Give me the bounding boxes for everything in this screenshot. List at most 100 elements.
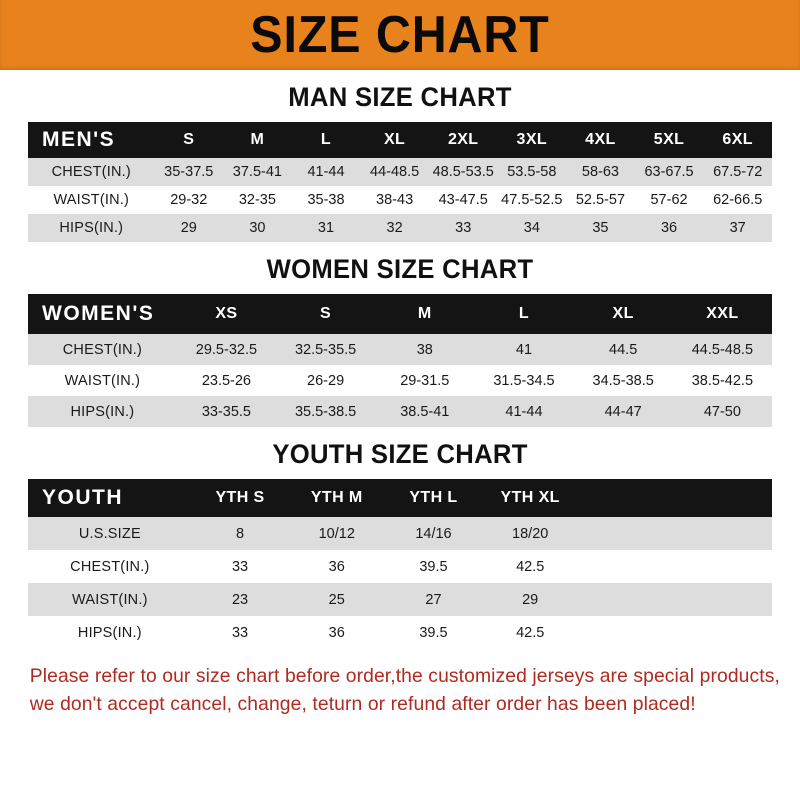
measurement-label: WAIST(IN.) [53, 192, 130, 208]
measurement-value: 38-43 [376, 192, 414, 208]
measurement-value-spacer [579, 583, 676, 616]
footer-disclaimer-line-1: Please refer to our size chart before or… [29, 665, 780, 687]
column-header: 4XL [585, 131, 616, 148]
column-header: S [183, 131, 195, 148]
measurement-value: 34.5-38.5 [592, 372, 654, 389]
column-header: 2XL [447, 131, 479, 148]
section-title: YOUTH SIZE CHART [272, 439, 528, 469]
measurement-value: 47.5-52.5 [501, 192, 563, 208]
size-table: MEN'S S M L XL 2XL 3XL 4XL 5XL 6XL CHEST(IN.) 35-37… [28, 122, 772, 242]
size-table: WOMEN'S XS S M L XL XXL CHEST(IN.) 29.5-32.5 32.5… [28, 294, 772, 427]
measurement-label: HIPS(IN.) [70, 403, 135, 420]
measurement-value: 31 [317, 220, 335, 236]
measurement-value: 29 [522, 591, 539, 608]
measurement-value: 38.5-42.5 [691, 372, 754, 389]
table-row: HIPS(IN.) 29 30 31 32 33 34 35 36 37 [28, 214, 772, 242]
measurement-label: CHEST(IN.) [70, 558, 150, 575]
table-row-header-label: YOUTH [42, 486, 123, 509]
measurement-label: WAIST(IN.) [64, 372, 141, 389]
measurement-value: 14/16 [415, 525, 452, 542]
column-header: YTH S [215, 489, 265, 506]
measurement-value: 43-47.5 [438, 192, 488, 208]
measurement-value: 48.5-53.5 [432, 164, 494, 180]
measurement-value: 36 [328, 624, 345, 641]
table-header-row: MEN'S S M L XL 2XL 3XL 4XL 5XL 6XL [28, 122, 772, 158]
section-title: MAN SIZE CHART [288, 82, 512, 112]
table-row: WAIST(IN.) 29-32 32-35 35-38 38-43 43-47.5 47.… [28, 186, 772, 214]
measurement-value: 38 [416, 341, 433, 358]
measurement-label: WAIST(IN.) [72, 591, 148, 608]
measurement-value: 35.5-38.5 [294, 403, 357, 420]
measurement-value: 58-63 [581, 164, 619, 180]
measurement-label: HIPS(IN.) [77, 624, 142, 641]
column-header: XL [612, 305, 634, 322]
measurement-value-spacer [675, 550, 772, 583]
column-header: 6XL [722, 131, 753, 148]
size-chart-section: MAN SIZE CHART MEN'S S M L XL 2XL 3XL 4XL 5XL 6XL C… [0, 82, 800, 242]
table-row: WAIST(IN.) 23.5-26 26-29 29-31.5 31.5-34.5 34… [28, 365, 772, 396]
measurement-value: 26-29 [307, 372, 345, 389]
column-header: L [320, 131, 332, 148]
size-chart-sections: MAN SIZE CHART MEN'S S M L XL 2XL 3XL 4XL 5XL 6XL C… [0, 82, 800, 649]
measurement-value-spacer [579, 616, 676, 649]
measurement-value: 23.5-26 [201, 372, 251, 389]
measurement-value: 35-37.5 [164, 164, 214, 180]
table-header-row: WOMEN'S XS S M L XL XXL [28, 294, 772, 334]
size-chart-banner: SIZE CHART [0, 0, 800, 70]
column-header-spacer [579, 479, 676, 517]
measurement-value: 25 [328, 591, 345, 608]
page-title: SIZE CHART [250, 6, 550, 64]
measurement-value: 38.5-41 [400, 403, 450, 420]
measurement-value: 41-44 [505, 403, 543, 420]
measurement-value: 39.5 [419, 624, 448, 641]
measurement-value: 37.5-41 [232, 164, 282, 180]
column-header: XS [215, 305, 238, 322]
section-title: WOMEN SIZE CHART [266, 254, 534, 284]
measurement-value: 36 [660, 220, 678, 236]
measurement-label: U.S.SIZE [78, 525, 141, 542]
measurement-value: 41-44 [307, 164, 345, 180]
table-row: HIPS(IN.) 33 36 39.5 42.5 [28, 616, 772, 649]
column-header: YTH XL [500, 489, 560, 506]
measurement-value: 29 [180, 220, 197, 236]
measurement-value: 39.5 [419, 558, 448, 575]
size-chart-section: WOMEN SIZE CHART WOMEN'S XS S M L XL XXL CHEST(I… [0, 254, 800, 427]
measurement-value: 30 [249, 220, 266, 236]
measurement-value: 32 [386, 220, 403, 236]
table-row: CHEST(IN.) 33 36 39.5 42.5 [28, 550, 772, 583]
measurement-value: 37 [729, 220, 746, 236]
measurement-value: 23 [231, 591, 249, 608]
measurement-value: 10/12 [318, 525, 355, 542]
table-header-row: YOUTH YTH S YTH M YTH L YTH XL [28, 479, 772, 517]
measurement-value: 53.5-58 [507, 164, 557, 180]
column-header: XL [383, 131, 406, 148]
size-chart-section: YOUTH SIZE CHART YOUTH YTH S YTH M YTH L YTH … [0, 439, 800, 649]
measurement-value: 44-47 [604, 403, 642, 420]
measurement-value: 32.5-35.5 [294, 341, 357, 358]
measurement-value: 33 [231, 558, 249, 575]
size-table: YOUTH YTH S YTH M YTH L YTH XL U.S.SIZE 8 10/12… [28, 479, 772, 649]
measurement-value: 29-32 [170, 192, 208, 208]
measurement-value: 32-35 [238, 192, 276, 208]
measurement-value: 57-62 [650, 192, 688, 208]
measurement-value-spacer [579, 517, 676, 550]
column-header: XXL [706, 305, 739, 322]
measurement-value: 33 [231, 624, 249, 641]
measurement-value-spacer [579, 550, 676, 583]
measurement-value: 33 [455, 220, 472, 236]
table-row-header-label: WOMEN'S [42, 302, 155, 325]
measurement-value: 33-35.5 [201, 403, 251, 420]
measurement-value: 62-66.5 [713, 192, 763, 208]
table-row: U.S.SIZE 8 10/12 14/16 18/20 [28, 517, 772, 550]
footer-disclaimer-line-2: we don't accept cancel, change, teturn o… [29, 692, 696, 715]
measurement-value: 67.5-72 [713, 164, 763, 180]
column-header: M [417, 305, 432, 322]
column-header: 5XL [653, 131, 685, 148]
table-row-header-label: MEN'S [42, 128, 116, 151]
measurement-value: 27 [425, 591, 442, 608]
measurement-value: 52.5-57 [575, 192, 626, 208]
measurement-value-spacer [675, 583, 772, 616]
measurement-value: 18/20 [512, 525, 549, 542]
table-row: CHEST(IN.) 29.5-32.5 32.5-35.5 38 41 44.5 44.5… [28, 334, 772, 365]
column-header: S [320, 305, 332, 322]
